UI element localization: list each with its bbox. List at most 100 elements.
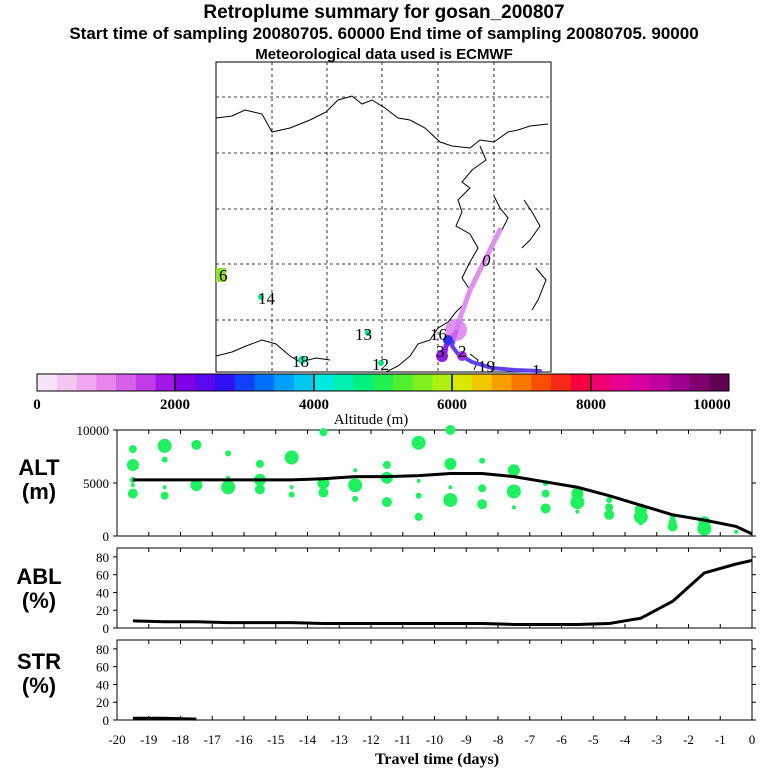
particle-marker [255, 459, 264, 468]
map-label-6: 6 [219, 266, 228, 285]
particle-marker [444, 457, 457, 470]
alt-label-name: ALT [18, 455, 60, 480]
x-tick-label: -6 [556, 732, 567, 747]
y-tick-label: 5000 [83, 476, 109, 491]
map-label-18: 18 [292, 352, 309, 371]
colorbar-tick-label: 10000 [693, 397, 731, 413]
map-point-labels: 0 6 14 13 16 3 2 18 12 19 1 [219, 251, 541, 380]
colorbar-cell [432, 374, 453, 391]
y-tick-label: 20 [96, 603, 109, 618]
colorbar-cell [313, 374, 335, 391]
colorbar-cell [491, 374, 513, 391]
colorbar-cell [56, 374, 78, 391]
map-frame [215, 61, 552, 373]
particle-marker [605, 503, 614, 512]
particle-marker [414, 512, 423, 521]
particle-marker [221, 480, 236, 495]
colorbar-cell [570, 374, 592, 391]
colorbar-cell [254, 374, 275, 391]
trajectory-paths [216, 227, 542, 373]
map-label-12: 13 [355, 325, 372, 344]
particle-marker [382, 460, 391, 469]
abl-label-name: ABL [16, 564, 62, 589]
y-tick-label: 10000 [77, 423, 110, 438]
particle-marker [254, 484, 265, 495]
particle-marker [416, 478, 421, 483]
particle-marker [318, 487, 329, 498]
particle-marker [225, 450, 232, 457]
particle-marker [477, 499, 488, 510]
y-tick-label: 0 [103, 621, 110, 636]
colorbar-cell [37, 374, 58, 391]
x-tick-label: -10 [426, 732, 443, 747]
abl-panel: 0 20 40 60 80 [96, 547, 756, 636]
particle-marker [638, 521, 643, 526]
colorbar-cell [630, 374, 651, 391]
particle-marker [411, 435, 426, 450]
str-panel-label: STR (%) [14, 650, 64, 698]
particle-marker [162, 485, 167, 490]
abl-panel-label: ABL (%) [14, 565, 64, 613]
map-label-1: 1 [532, 361, 541, 380]
series-line [132, 558, 753, 626]
colorbar-cell [610, 374, 631, 391]
particle-marker [126, 458, 139, 471]
colorbar-title: Altitude (m) [334, 412, 409, 428]
x-tick-label: -14 [299, 732, 317, 747]
x-tick-label: -20 [108, 732, 125, 747]
particle-marker [540, 503, 551, 514]
series-line [132, 716, 197, 721]
colorbar-cell [412, 374, 433, 391]
map-label-19: 19 [478, 357, 495, 376]
x-axis: -20 -19 -18 -17 -16 -15 -14 -13 -12 -11 -10 -9 -8 -7-… [108, 732, 755, 747]
y-tick-label: 40 [96, 585, 109, 600]
colorbar-cell [551, 374, 572, 391]
particle-marker [348, 478, 363, 493]
map-label-0: 0 [482, 251, 491, 270]
particle-marker [288, 491, 295, 498]
y-tick-label: 80 [96, 642, 109, 657]
colorbar-cell [333, 374, 354, 391]
colorbar-cell [373, 374, 394, 391]
colorbar-tick-label: 6000 [437, 397, 467, 413]
colorbar-cell [76, 374, 97, 391]
x-tick-label: -19 [140, 732, 157, 747]
sampling-time-line: Start time of sampling 20080705. 60000 E… [69, 24, 699, 43]
colorbar-cell [214, 374, 236, 391]
x-tick-label: -11 [394, 732, 411, 747]
colorbar-cell [531, 374, 552, 391]
x-tick-label: -5 [588, 732, 599, 747]
colorbar-frame [36, 373, 730, 392]
particle-marker [667, 521, 678, 532]
particle-marker [130, 483, 135, 488]
panel-frame [116, 639, 753, 721]
colorbar-cell [471, 374, 493, 391]
particle-marker [319, 428, 328, 437]
colorbar-cell [135, 374, 157, 391]
panel-frame [116, 547, 753, 629]
colorbar-cell [116, 374, 137, 391]
colorbar-cell [234, 374, 255, 391]
particle-marker [734, 529, 739, 534]
colorbar-cell [511, 374, 532, 391]
y-tick-label: 0 [103, 529, 110, 544]
colorbar-cell [274, 374, 295, 391]
str-panel: 0 20 40 60 80 [96, 639, 756, 728]
particle-marker [289, 485, 294, 490]
colorbar-cell [590, 374, 611, 391]
y-tick-label: 0 [103, 713, 110, 728]
x-tick-label: 0 [749, 732, 756, 747]
abl-label-unit: (%) [21, 588, 57, 613]
map-graticule [216, 62, 551, 372]
colorbar-cell [452, 374, 473, 391]
trajectory-cluster-circle [457, 351, 467, 361]
trajectory-cluster-circle [365, 330, 371, 336]
particle-marker [157, 438, 172, 453]
particle-marker [160, 491, 169, 500]
trajectory-cluster-circle [443, 335, 453, 345]
y-tick-label: 40 [96, 677, 109, 692]
particle-marker [381, 497, 392, 508]
trajectory-cluster-circle [298, 356, 306, 364]
page-title: Retroplume summary for gosan_200807 [203, 2, 565, 23]
trajectory-cluster-circle [258, 294, 264, 300]
